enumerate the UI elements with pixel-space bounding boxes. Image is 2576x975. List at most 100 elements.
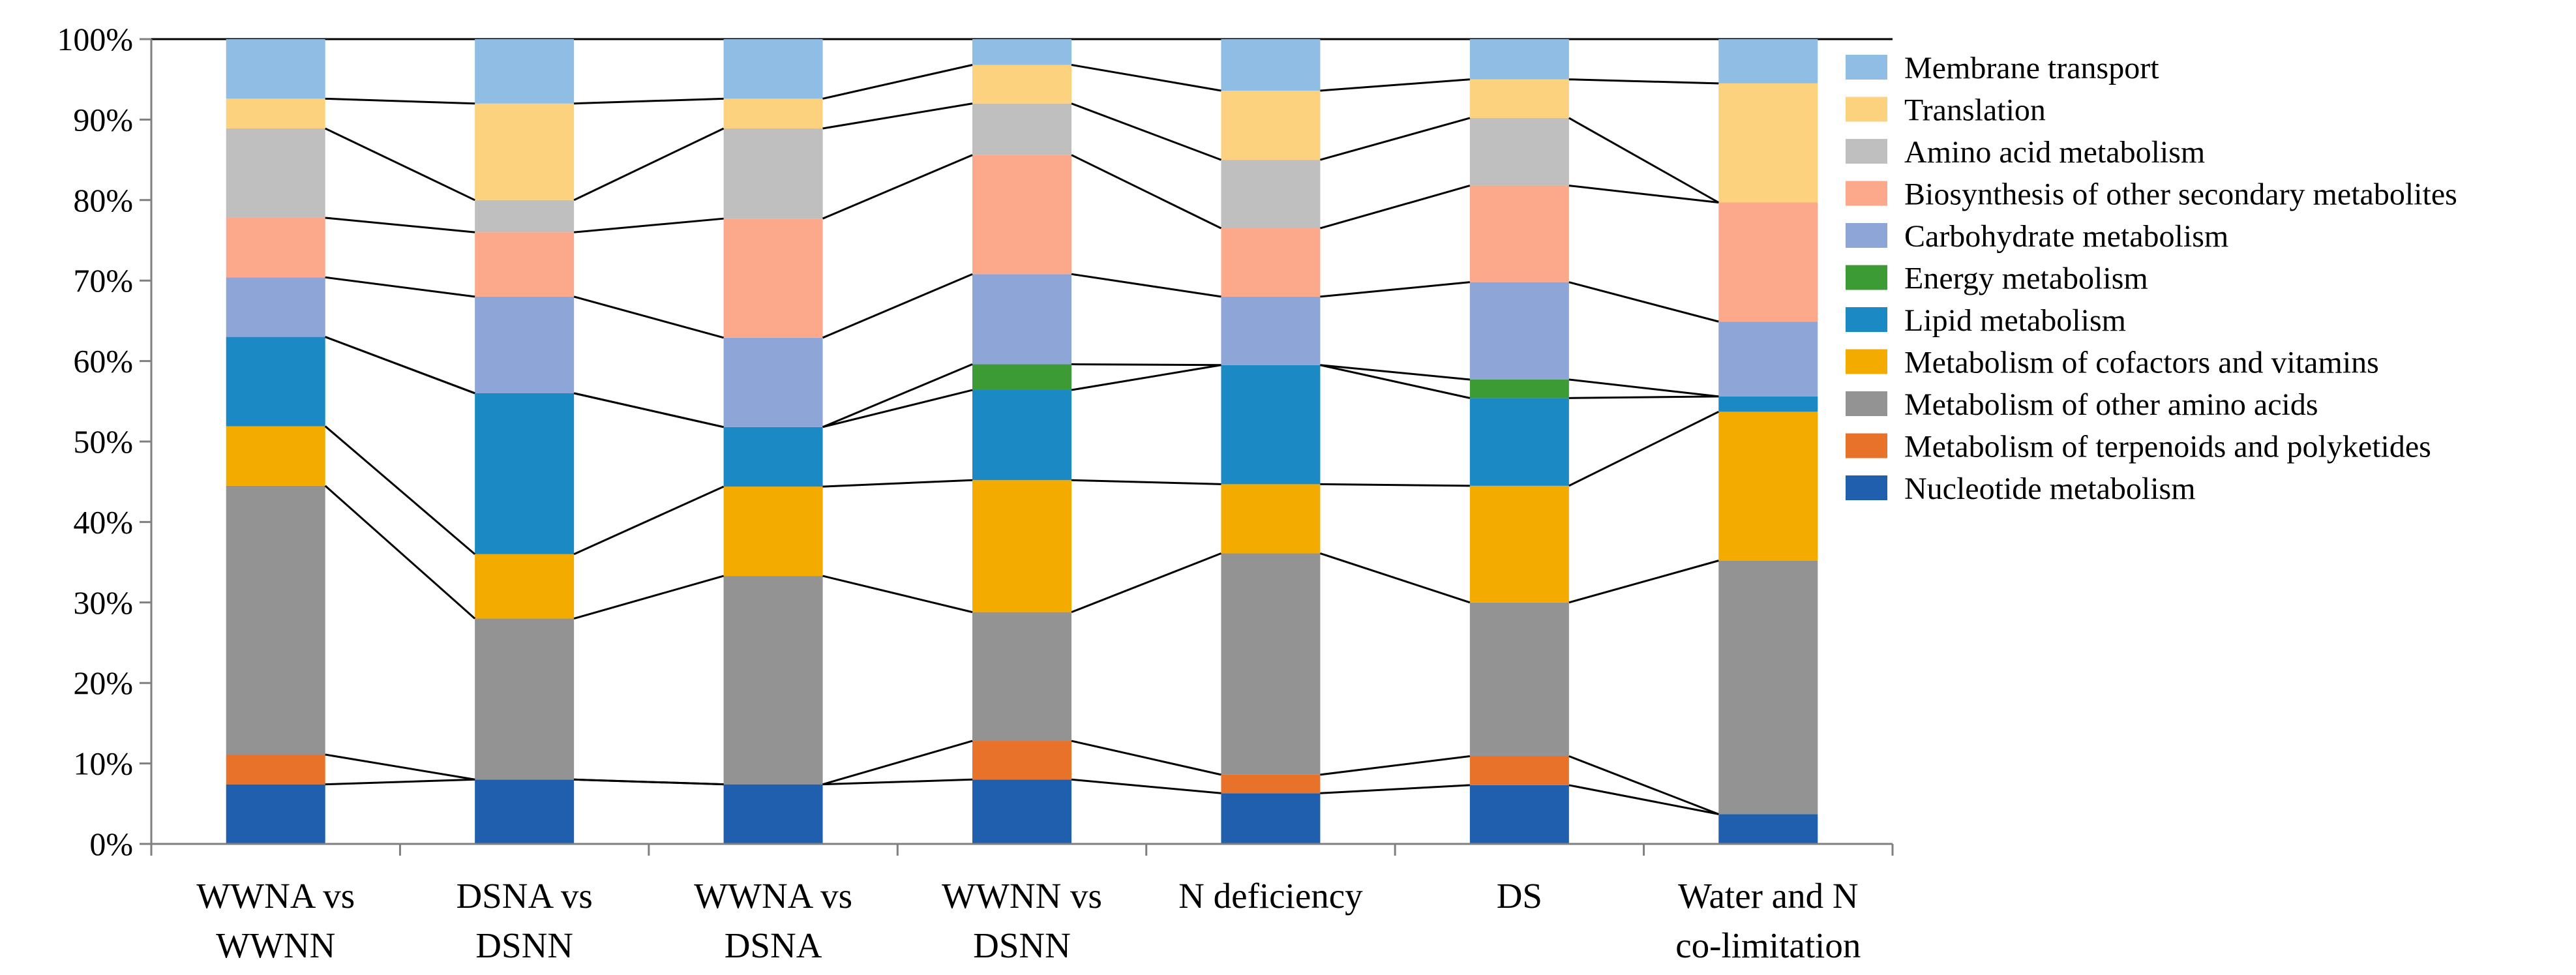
y-tick-label: 50% xyxy=(73,423,133,460)
legend-label: Translation xyxy=(1904,93,2046,128)
bar-segment xyxy=(972,612,1071,742)
bar-segment xyxy=(723,128,823,219)
bar-segment xyxy=(475,618,575,780)
bar-segment xyxy=(1718,814,1818,844)
series-connector-line xyxy=(325,97,475,105)
y-tick-label: 20% xyxy=(73,665,133,701)
series-connector-line xyxy=(822,389,973,428)
bar-segment xyxy=(723,337,823,427)
y-tick-label: 70% xyxy=(73,262,133,299)
series-connector-line xyxy=(822,479,973,488)
series-connector-line xyxy=(1071,740,1221,776)
series-connector-line xyxy=(1071,479,1221,485)
series-connector-line xyxy=(822,363,973,428)
series-connector-line xyxy=(822,575,973,614)
series-connector-line xyxy=(324,425,476,555)
legend-label: Metabolism of other amino acids xyxy=(1904,387,2318,422)
bar-segment xyxy=(1469,602,1569,757)
bar-segment xyxy=(1718,322,1818,397)
bar-segment xyxy=(1221,365,1321,485)
series-connector-line xyxy=(1568,560,1719,604)
bar-segment xyxy=(475,779,575,844)
bar-segment xyxy=(723,427,823,487)
bar-segment xyxy=(475,39,575,104)
bar-segment xyxy=(972,364,1071,391)
bar-segment xyxy=(972,274,1071,365)
series-connector-line xyxy=(1319,552,1471,604)
bar-segment xyxy=(475,296,575,393)
legend-label: Energy metabolism xyxy=(1904,262,2148,296)
series-connector-line xyxy=(1320,755,1471,776)
bar-segment xyxy=(972,155,1071,275)
bar-segment xyxy=(226,784,325,844)
bar-segment xyxy=(226,277,325,337)
series-connector-line xyxy=(822,102,973,130)
series-connector-line xyxy=(1071,64,1221,92)
bar-segment xyxy=(226,485,325,755)
series-connector-line xyxy=(1568,784,1719,815)
series-connector-line xyxy=(573,485,725,556)
bar-segment xyxy=(226,39,325,99)
legend: Membrane transport Translation Amino acid … xyxy=(1846,51,2457,506)
bar-segment xyxy=(723,576,823,785)
series-connector-line xyxy=(574,217,724,233)
series-connector-line xyxy=(1568,78,1719,85)
series-connector-line xyxy=(1568,410,1719,487)
bar-segment xyxy=(1469,185,1569,282)
bar-segment xyxy=(1718,560,1818,815)
bar-segment xyxy=(475,103,575,200)
bar-segment xyxy=(1221,228,1321,297)
legend-swatch xyxy=(1846,55,1887,80)
bar-segment xyxy=(723,39,823,99)
x-category-label: WWNA vs DSNA xyxy=(694,876,852,965)
series-connector-line xyxy=(1568,185,1719,203)
bar-segment xyxy=(226,128,325,218)
legend-swatch xyxy=(1846,97,1887,122)
bar-segment xyxy=(1221,553,1321,775)
bar-segment xyxy=(723,784,823,844)
legend-swatch xyxy=(1846,433,1887,458)
series-connector-line xyxy=(1568,281,1719,323)
series-connector-line xyxy=(573,575,724,620)
bars xyxy=(226,39,1818,844)
series-connector-line xyxy=(1568,117,1720,203)
bar-segment xyxy=(1221,90,1321,160)
series-connector-line xyxy=(324,485,476,620)
y-tick-labels: 0% 10% 20% 30% 40% 50% 60% 70% 80% 90% 100% xyxy=(57,21,133,862)
bar-segment xyxy=(1718,396,1818,412)
series-connector-line xyxy=(1071,364,1221,391)
series-connector-line xyxy=(573,127,725,202)
series-connector-line xyxy=(822,154,973,220)
bar-segment xyxy=(1221,296,1321,365)
legend-swatch xyxy=(1846,139,1887,164)
x-category-label: WWNA vs WWNN xyxy=(196,876,355,965)
y-tick-label: 90% xyxy=(73,101,133,138)
bar-segment xyxy=(1469,756,1569,785)
bar-segment xyxy=(723,98,823,128)
series-connector-line xyxy=(1320,281,1471,298)
series-connector-line xyxy=(1320,78,1470,92)
legend-label: Membrane transport xyxy=(1904,51,2159,85)
series-connector-line xyxy=(574,97,724,105)
series-connector-line xyxy=(325,753,475,781)
bar-segment xyxy=(475,393,575,554)
series-connector-line xyxy=(1320,364,1471,399)
bar-segment xyxy=(972,779,1071,844)
bar-segment xyxy=(972,480,1071,612)
bar-segment xyxy=(1718,202,1818,322)
bar-segment xyxy=(1469,282,1569,380)
bar-segment xyxy=(972,65,1071,104)
series-connector-line xyxy=(574,778,724,786)
legend-label: Metabolism of cofactors and vitamins xyxy=(1904,346,2379,380)
series-connector-line xyxy=(822,273,973,339)
series-connector-line xyxy=(325,336,475,395)
bar-segment xyxy=(226,755,325,785)
bar-segment xyxy=(1469,39,1569,80)
bar-segment xyxy=(723,487,823,577)
series-connector-line xyxy=(1320,784,1470,794)
series-connector-line xyxy=(1568,395,1719,399)
bar-segment xyxy=(1221,774,1321,794)
connector-lines xyxy=(324,64,1720,815)
legend-label: Nucleotide metabolism xyxy=(1904,472,2196,506)
